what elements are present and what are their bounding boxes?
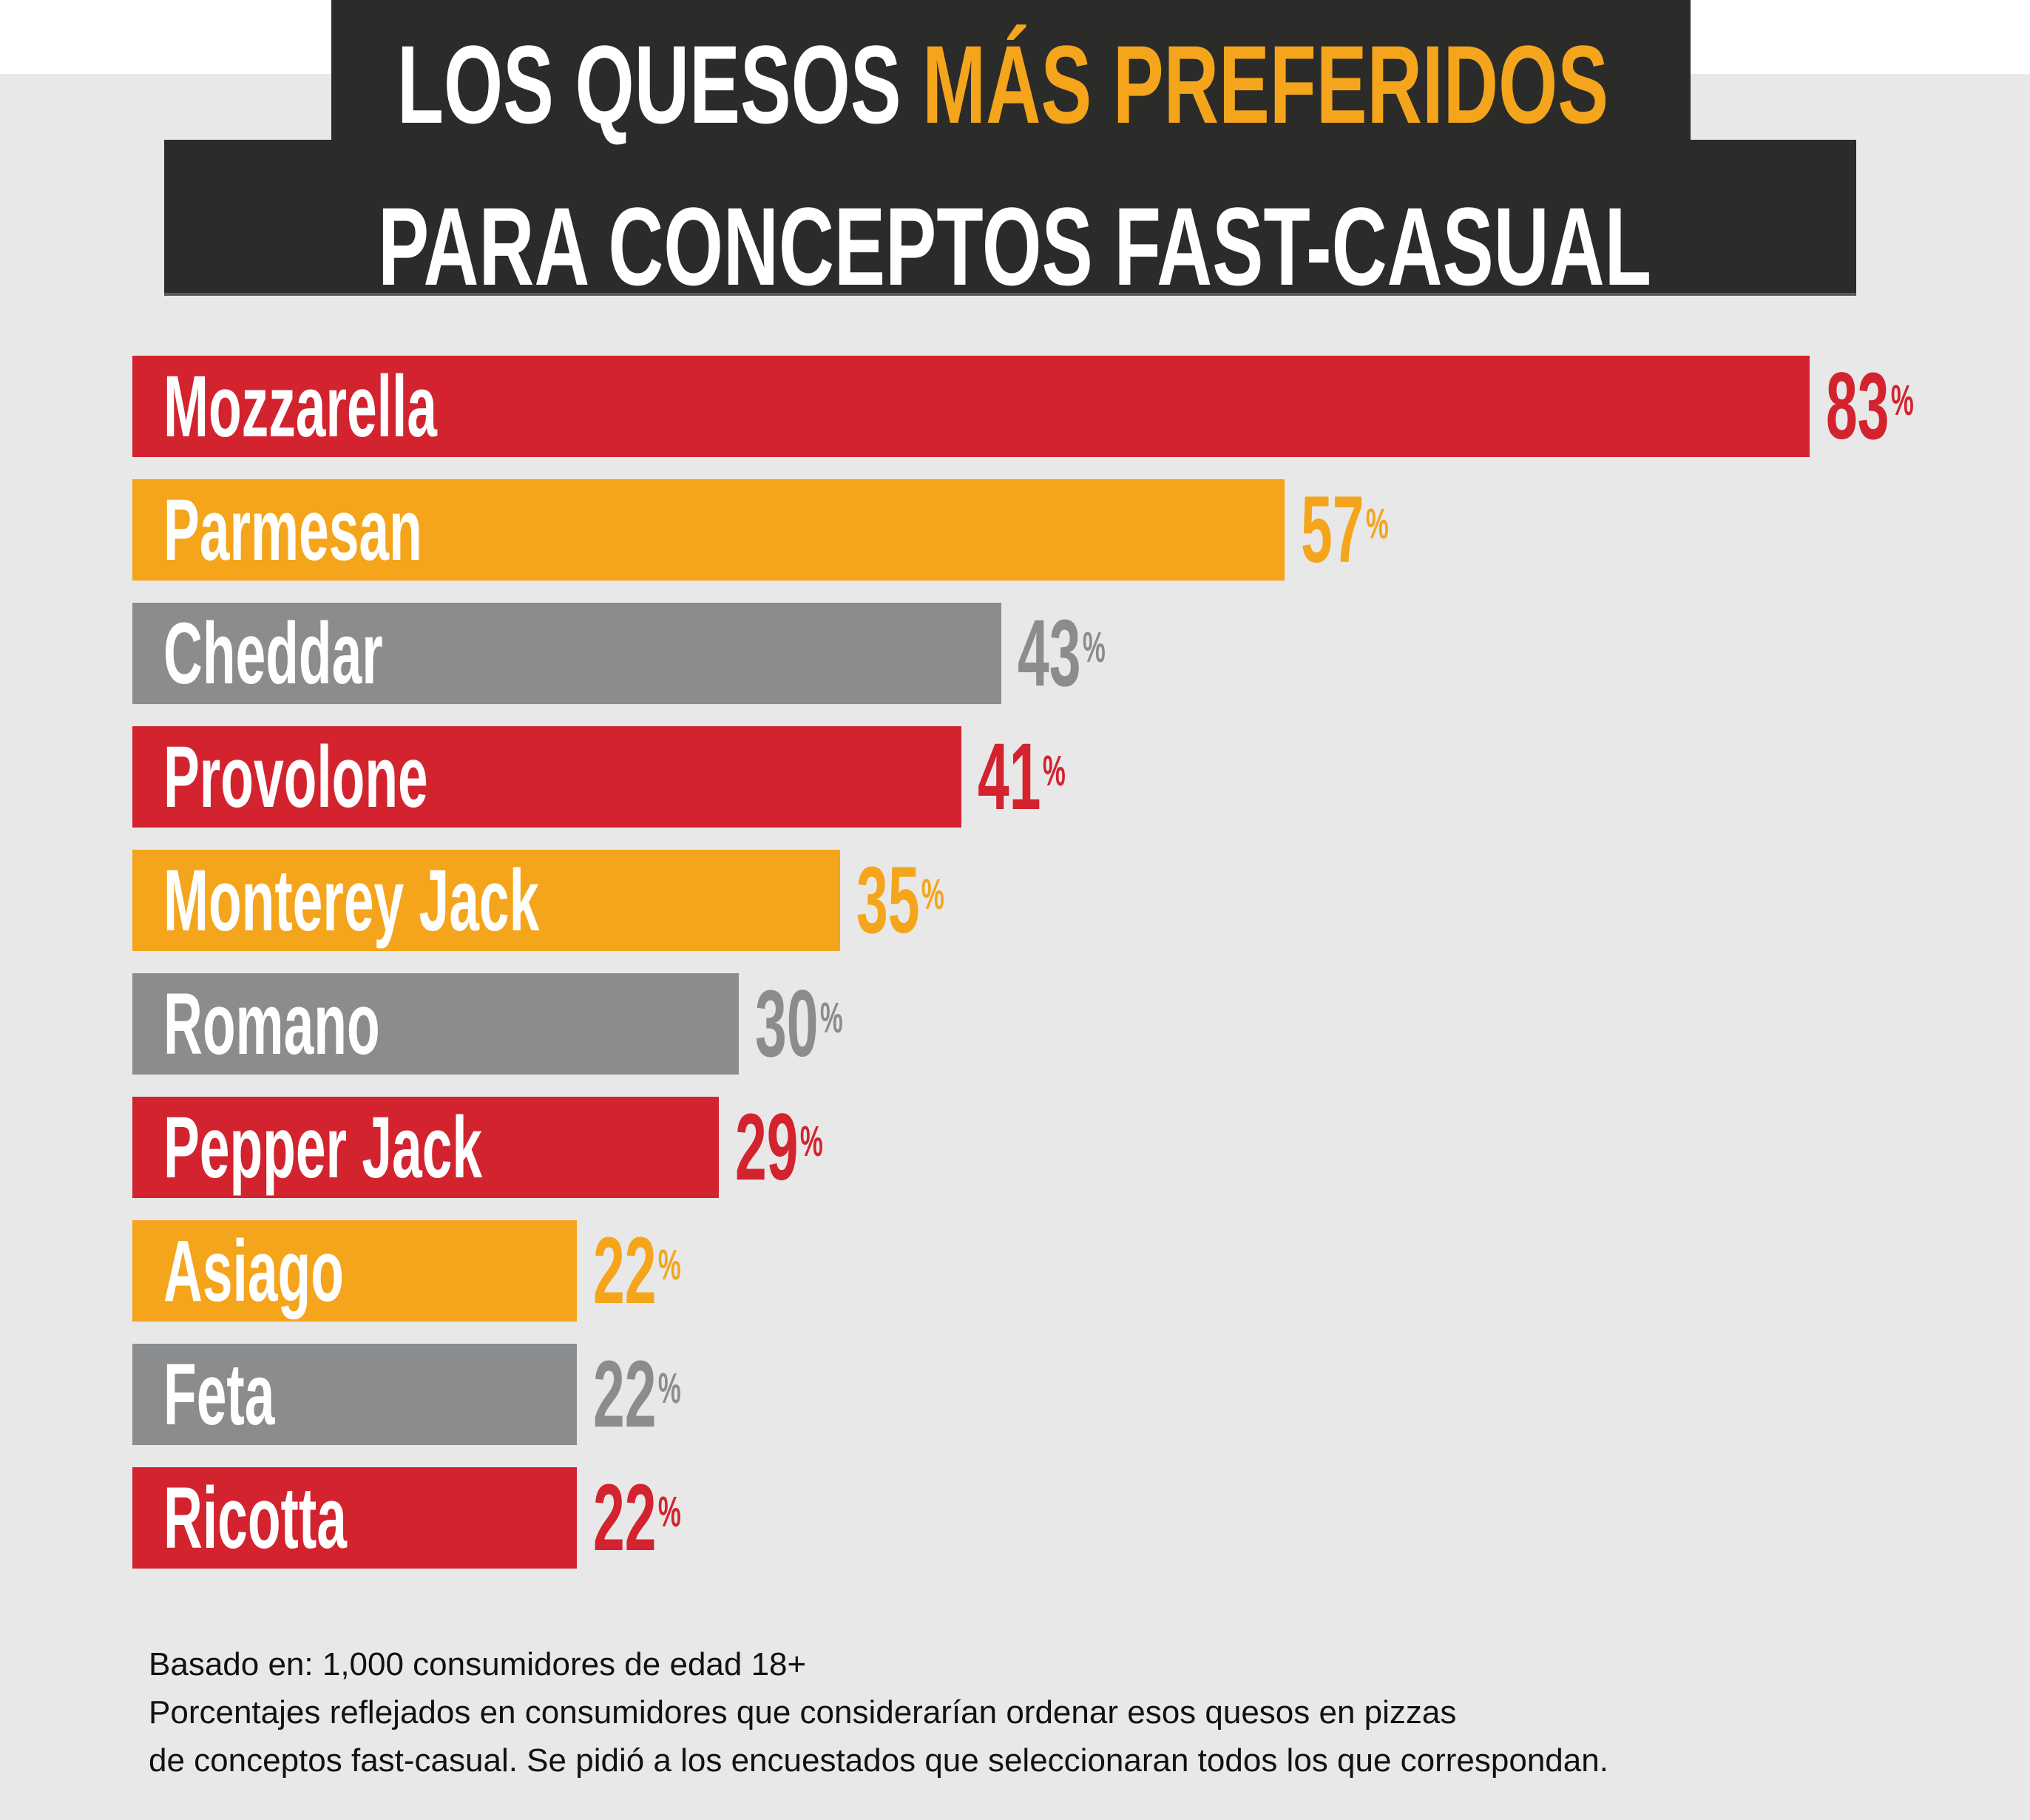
data-label-value: 83 <box>1826 353 1889 459</box>
bar-label: Romano <box>163 975 380 1073</box>
title-line-1-white: LOS QUESOS <box>397 22 922 146</box>
data-label: 22% <box>593 1345 681 1444</box>
data-label: 30% <box>755 975 843 1074</box>
data-label: 22% <box>593 1469 681 1568</box>
percent-sign: % <box>1042 747 1066 795</box>
bar: Feta <box>132 1344 578 1445</box>
bar: Parmesan <box>132 479 1285 581</box>
title-line-1: LOS QUESOS MÁS PREFERIDOS <box>397 22 1608 146</box>
bar: Provolone <box>132 726 961 828</box>
bar: Ricotta <box>132 1467 578 1569</box>
data-label-value: 41 <box>977 724 1041 830</box>
bar: Cheddar <box>132 603 1002 704</box>
data-label-value: 22 <box>593 1218 657 1324</box>
data-label: 57% <box>1301 481 1389 580</box>
percent-sign: % <box>658 1364 682 1413</box>
title-box-bottom <box>164 140 1856 296</box>
footnote-line-2: Porcentajes reflejados en consumidores q… <box>149 1694 1457 1731</box>
percent-sign: % <box>1365 500 1389 548</box>
bar: Monterey Jack <box>132 850 840 951</box>
percent-sign: % <box>1083 623 1106 671</box>
footnote: Basado en: 1,000 consumidores de edad 18… <box>149 1640 1608 1785</box>
bar: Mozzarella <box>132 356 1810 457</box>
percent-sign: % <box>658 1241 682 1289</box>
bar-label: Ricotta <box>163 1469 347 1567</box>
data-label-value: 30 <box>754 971 819 1077</box>
bar-label: Feta <box>163 1346 275 1444</box>
percent-sign: % <box>1891 376 1915 424</box>
bar-label: Provolone <box>163 728 428 826</box>
bar: Asiago <box>132 1220 578 1322</box>
data-label-value: 57 <box>1300 477 1364 583</box>
bar: Pepper Jack <box>132 1097 719 1198</box>
data-label-value: 22 <box>593 1465 657 1571</box>
bar: Romano <box>132 973 739 1075</box>
bar-label: Pepper Jack <box>163 1099 483 1197</box>
data-label-value: 43 <box>1018 601 1081 706</box>
data-label: 35% <box>856 851 944 950</box>
data-label: 43% <box>1018 604 1106 703</box>
percent-sign: % <box>819 994 843 1042</box>
bar-label: Parmesan <box>163 481 422 579</box>
data-label: 29% <box>735 1098 823 1197</box>
bar-label: Mozzarella <box>163 358 437 456</box>
chart-title: LOS QUESOS MÁS PREFERIDOS PARA CONCEPTOS… <box>378 22 1651 296</box>
data-label-value: 22 <box>593 1342 657 1447</box>
data-label-value: 35 <box>856 848 919 953</box>
footnote-line-1: Basado en: 1,000 consumidores de edad 18… <box>149 1646 807 1682</box>
data-label: 22% <box>593 1222 681 1321</box>
data-label: 41% <box>978 728 1066 827</box>
footnote-line-3: de conceptos fast-casual. Se pidió a los… <box>149 1742 1608 1779</box>
bar-label: Cheddar <box>163 605 383 703</box>
title-box-top <box>331 0 1691 143</box>
bar-label: Asiago <box>163 1222 344 1320</box>
percent-sign: % <box>658 1488 682 1536</box>
percent-sign: % <box>799 1117 823 1166</box>
title-line-2: PARA CONCEPTOS FAST-CASUAL <box>378 184 1651 296</box>
percent-sign: % <box>921 870 944 919</box>
bar-label: Monterey Jack <box>163 852 540 950</box>
data-label: 83% <box>1826 357 1914 456</box>
title-line-1-accent: MÁS PREFERIDOS <box>922 22 1608 146</box>
data-label-value: 29 <box>734 1095 798 1200</box>
